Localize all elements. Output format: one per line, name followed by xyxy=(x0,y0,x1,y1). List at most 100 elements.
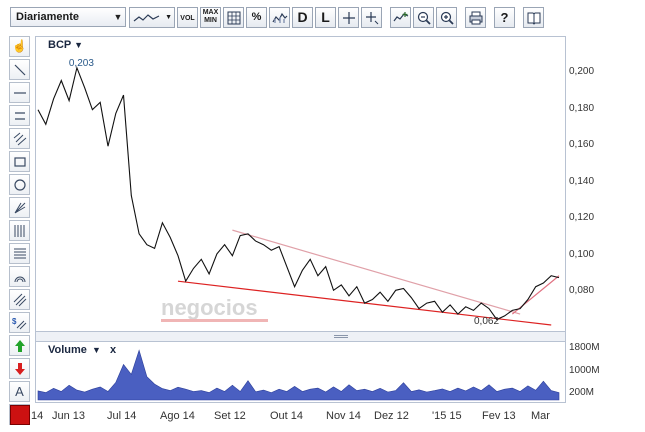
svg-text:$: $ xyxy=(12,317,17,326)
circle-tool-button[interactable] xyxy=(9,174,30,195)
rectangle-tool-button[interactable] xyxy=(9,151,30,172)
volume-tick-label: 1000M xyxy=(569,364,600,376)
price-chart[interactable]: negocios 0,203 0,062 xyxy=(36,37,567,333)
volume-header: Volume ▼ x xyxy=(48,344,116,356)
price-point xyxy=(161,221,164,224)
book-icon xyxy=(527,12,540,25)
min-value-label: 0,062 xyxy=(474,316,499,327)
price-point xyxy=(534,285,537,288)
watermark-underline xyxy=(161,319,268,322)
draw-mode-d-button[interactable]: D xyxy=(292,7,313,28)
zoom-out-icon xyxy=(417,11,431,25)
draw-mode-l-button[interactable]: L xyxy=(315,7,336,28)
price-point xyxy=(130,194,133,197)
price-point xyxy=(293,285,296,288)
hand-tool-button[interactable]: ☝ xyxy=(9,36,30,57)
multi-line-tool-button[interactable] xyxy=(9,289,30,310)
percent-button[interactable]: % xyxy=(246,7,267,28)
price-point xyxy=(278,245,281,248)
symbol-selector[interactable]: BCP ▼ xyxy=(48,39,83,51)
fan-lines-icon xyxy=(14,202,25,214)
price-point xyxy=(503,314,506,317)
channel-tool-button[interactable] xyxy=(9,128,30,149)
buy-arrow-button[interactable] xyxy=(9,335,30,356)
price-point xyxy=(449,304,452,307)
color-picker-swatch[interactable] xyxy=(10,405,30,425)
arrow-down-icon xyxy=(14,363,25,375)
price-point xyxy=(114,112,117,115)
dollar-tool-button[interactable]: $ xyxy=(9,312,30,333)
time-tick-label: 14 xyxy=(31,410,44,422)
price-point xyxy=(348,294,351,297)
volume-close-button[interactable]: x xyxy=(109,344,117,356)
price-point xyxy=(519,307,522,310)
max-min-button[interactable]: MAX MIN xyxy=(200,7,221,28)
splitter-grip-icon xyxy=(334,335,348,338)
price-point xyxy=(91,108,94,111)
panel-splitter[interactable] xyxy=(35,332,566,341)
price-point xyxy=(200,258,203,261)
parallel-lines-tool-button[interactable] xyxy=(9,105,30,126)
price-point xyxy=(68,99,71,102)
trendline-2[interactable] xyxy=(232,229,521,315)
time-tick-label: Fev 13 xyxy=(482,410,516,422)
line-tool-button[interactable] xyxy=(9,59,30,80)
time-tick-label: Nov 14 xyxy=(326,410,361,422)
rectangle-icon xyxy=(13,157,26,167)
price-tick-label: 0,160 xyxy=(569,139,595,151)
zoom-out-button[interactable] xyxy=(413,7,434,28)
price-point xyxy=(363,302,366,305)
price-point xyxy=(418,307,421,310)
price-point xyxy=(464,305,467,308)
price-point xyxy=(379,291,382,294)
arc-tool-button[interactable] xyxy=(9,266,30,287)
sell-arrow-button[interactable] xyxy=(9,358,30,379)
fibonacci-v-tool-button[interactable] xyxy=(9,220,30,241)
volume-tick-label: 1800M xyxy=(569,341,600,353)
arc-icon xyxy=(14,276,25,283)
price-point xyxy=(355,285,358,288)
help-button[interactable]: ? xyxy=(494,7,515,28)
circle-icon xyxy=(13,179,26,191)
period-select[interactable]: Diariamente ▼ xyxy=(10,7,126,27)
price-point xyxy=(262,243,265,246)
price-point xyxy=(480,302,483,305)
crosshair-button[interactable] xyxy=(338,7,359,28)
chart-type-button[interactable]: ▼ xyxy=(129,7,175,28)
text-tool-button[interactable]: A xyxy=(9,381,30,402)
watermark-text: negocios xyxy=(161,295,258,320)
price-line xyxy=(37,65,560,321)
price-point xyxy=(542,282,545,285)
vertical-bars-icon xyxy=(14,225,24,237)
price-point xyxy=(122,94,125,97)
price-point xyxy=(254,240,257,243)
grid-button[interactable] xyxy=(223,7,244,28)
toolbar: Diariamente ▼ ▼ VOL MAX MIN % D L ? xyxy=(0,0,645,34)
fan-tool-button[interactable] xyxy=(9,197,30,218)
symbol-label: BCP xyxy=(48,39,72,51)
compare-chart-icon xyxy=(271,12,287,23)
crosshair-alt-button[interactable] xyxy=(361,7,382,28)
price-point xyxy=(192,267,195,270)
book-button[interactable] xyxy=(523,7,544,28)
price-tick-label: 0,180 xyxy=(569,102,595,114)
zoom-in-button[interactable] xyxy=(436,7,457,28)
print-button[interactable] xyxy=(465,7,486,28)
trendline-3[interactable] xyxy=(511,275,560,315)
volume-button[interactable]: VOL xyxy=(177,7,198,28)
price-point xyxy=(394,289,397,292)
price-point xyxy=(107,145,110,148)
volume-menu-chevron-icon[interactable]: ▼ xyxy=(91,345,101,355)
compare-button[interactable] xyxy=(269,7,290,28)
price-tick-label: 0,100 xyxy=(569,248,595,260)
indicator-button[interactable] xyxy=(390,7,411,28)
price-chart-panel: BCP ▼ negocios 0,203 0,062 xyxy=(35,36,566,332)
volume-chart[interactable] xyxy=(36,342,567,404)
horizontal-line-tool-button[interactable] xyxy=(9,82,30,103)
fibonacci-h-tool-button[interactable] xyxy=(9,243,30,264)
price-point xyxy=(457,313,460,316)
price-point xyxy=(317,274,320,277)
price-point xyxy=(309,258,312,261)
price-point xyxy=(472,309,475,312)
crosshair-cursor-icon xyxy=(365,12,378,25)
